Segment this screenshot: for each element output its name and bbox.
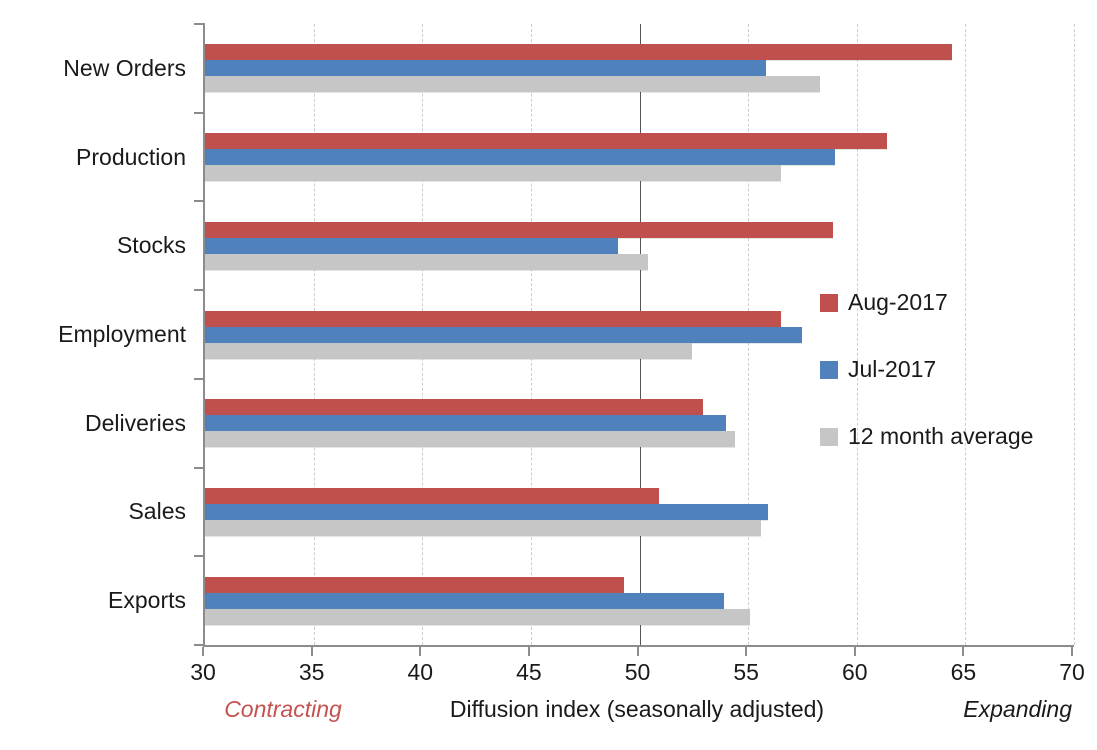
x-axis-caption-row: Contracting Diffusion index (seasonally … [0,696,1097,730]
x-axis-tick-50 [636,647,639,656]
bar-exports-jul-2017 [205,592,725,609]
x-axis-tick-label-65: 65 [950,659,977,685]
legend-entry-12-month-average: 12 month average [820,425,1033,448]
gridline-60 [856,24,858,645]
bar-stocks-aug-2017 [205,221,833,238]
bar-production-aug-2017 [205,133,888,150]
category-label-deliveries: Deliveries [85,409,186,436]
category-label-stocks: Stocks [116,232,186,259]
x-axis-tick-65 [962,647,965,656]
bar-deliveries-jul-2017 [205,415,727,432]
x-axis-tick-label-40: 40 [407,659,434,685]
plot-area [194,23,1075,647]
x-axis-tick-35 [310,647,313,656]
category-label-sales: Sales [128,498,186,525]
x-axis: 30 35 40 45 50 55 60 65 70 [190,647,1085,747]
bar-employment-aug-2017 [205,310,781,327]
x-axis-tick-55 [745,647,748,656]
category-label-exports: Exports [108,587,186,614]
y-axis-tick [194,644,205,646]
bar-stocks-12-month-average [205,253,649,270]
bar-production-jul-2017 [205,149,836,166]
bar-employment-jul-2017 [205,326,803,343]
bar-sales-aug-2017 [205,487,660,504]
legend-entry-aug-2017: Aug-2017 [820,291,948,314]
x-axis-tick-label-45: 45 [516,659,542,685]
bar-exports-12-month-average [205,608,751,625]
bar-deliveries-aug-2017 [205,399,703,416]
y-axis-tick [194,200,205,203]
gridline-65 [965,24,967,645]
x-axis-title: Diffusion index (seasonally adjusted) [449,696,825,722]
x-axis-tick-40 [419,647,422,656]
x-axis-tick-label-70: 70 [1059,659,1085,685]
bar-new-orders-aug-2017 [205,44,953,61]
x-axis-tick-70 [1071,647,1073,656]
bar-stocks-jul-2017 [205,237,618,254]
bar-new-orders-12-month-average [205,76,820,93]
contracting-label: Contracting [224,696,342,722]
bar-new-orders-jul-2017 [205,60,766,77]
bar-sales-12-month-average [205,519,762,536]
category-label-employment: Employment [58,320,186,347]
y-axis-tick [194,377,205,380]
y-axis-tick [194,555,205,558]
category-label-new-orders: New Orders [63,54,186,81]
bar-employment-12-month-average [205,342,692,359]
legend-label-aug-2017: Aug-2017 [848,289,948,315]
bar-production-12-month-average [205,165,781,182]
y-axis-tick [194,23,205,25]
bar-exports-aug-2017 [205,576,625,593]
x-axis-tick-label-50: 50 [624,659,651,685]
x-axis-tick-label-30: 30 [190,659,216,685]
y-axis-tick [194,289,205,292]
category-label-production: Production [76,143,186,170]
legend-label-jul-2017: Jul-2017 [848,356,937,382]
x-axis-tick-45 [527,647,530,656]
y-axis-tick [194,466,205,469]
x-axis-tick-60 [853,647,856,656]
legend-swatch-aug-2017 [820,293,838,312]
legend-swatch-jul-2017 [820,360,838,379]
bar-deliveries-12-month-average [205,431,736,448]
gridline-70 [1074,24,1075,645]
x-axis-tick-30 [202,647,204,656]
x-axis-tick-label-35: 35 [298,659,325,685]
x-axis-tick-label-55: 55 [733,659,759,685]
legend-label-12-month-average: 12 month average [848,423,1034,449]
expanding-label: Expanding [963,696,1072,722]
category-axis-labels: New Orders Production Stocks Employment Deli… [0,24,186,645]
x-axis-tick-label-60: 60 [841,659,868,685]
legend-swatch-12-month-average [820,427,838,446]
y-axis-tick [194,111,205,114]
legend-entry-jul-2017: Jul-2017 [820,358,936,381]
bar-sales-jul-2017 [205,503,768,520]
